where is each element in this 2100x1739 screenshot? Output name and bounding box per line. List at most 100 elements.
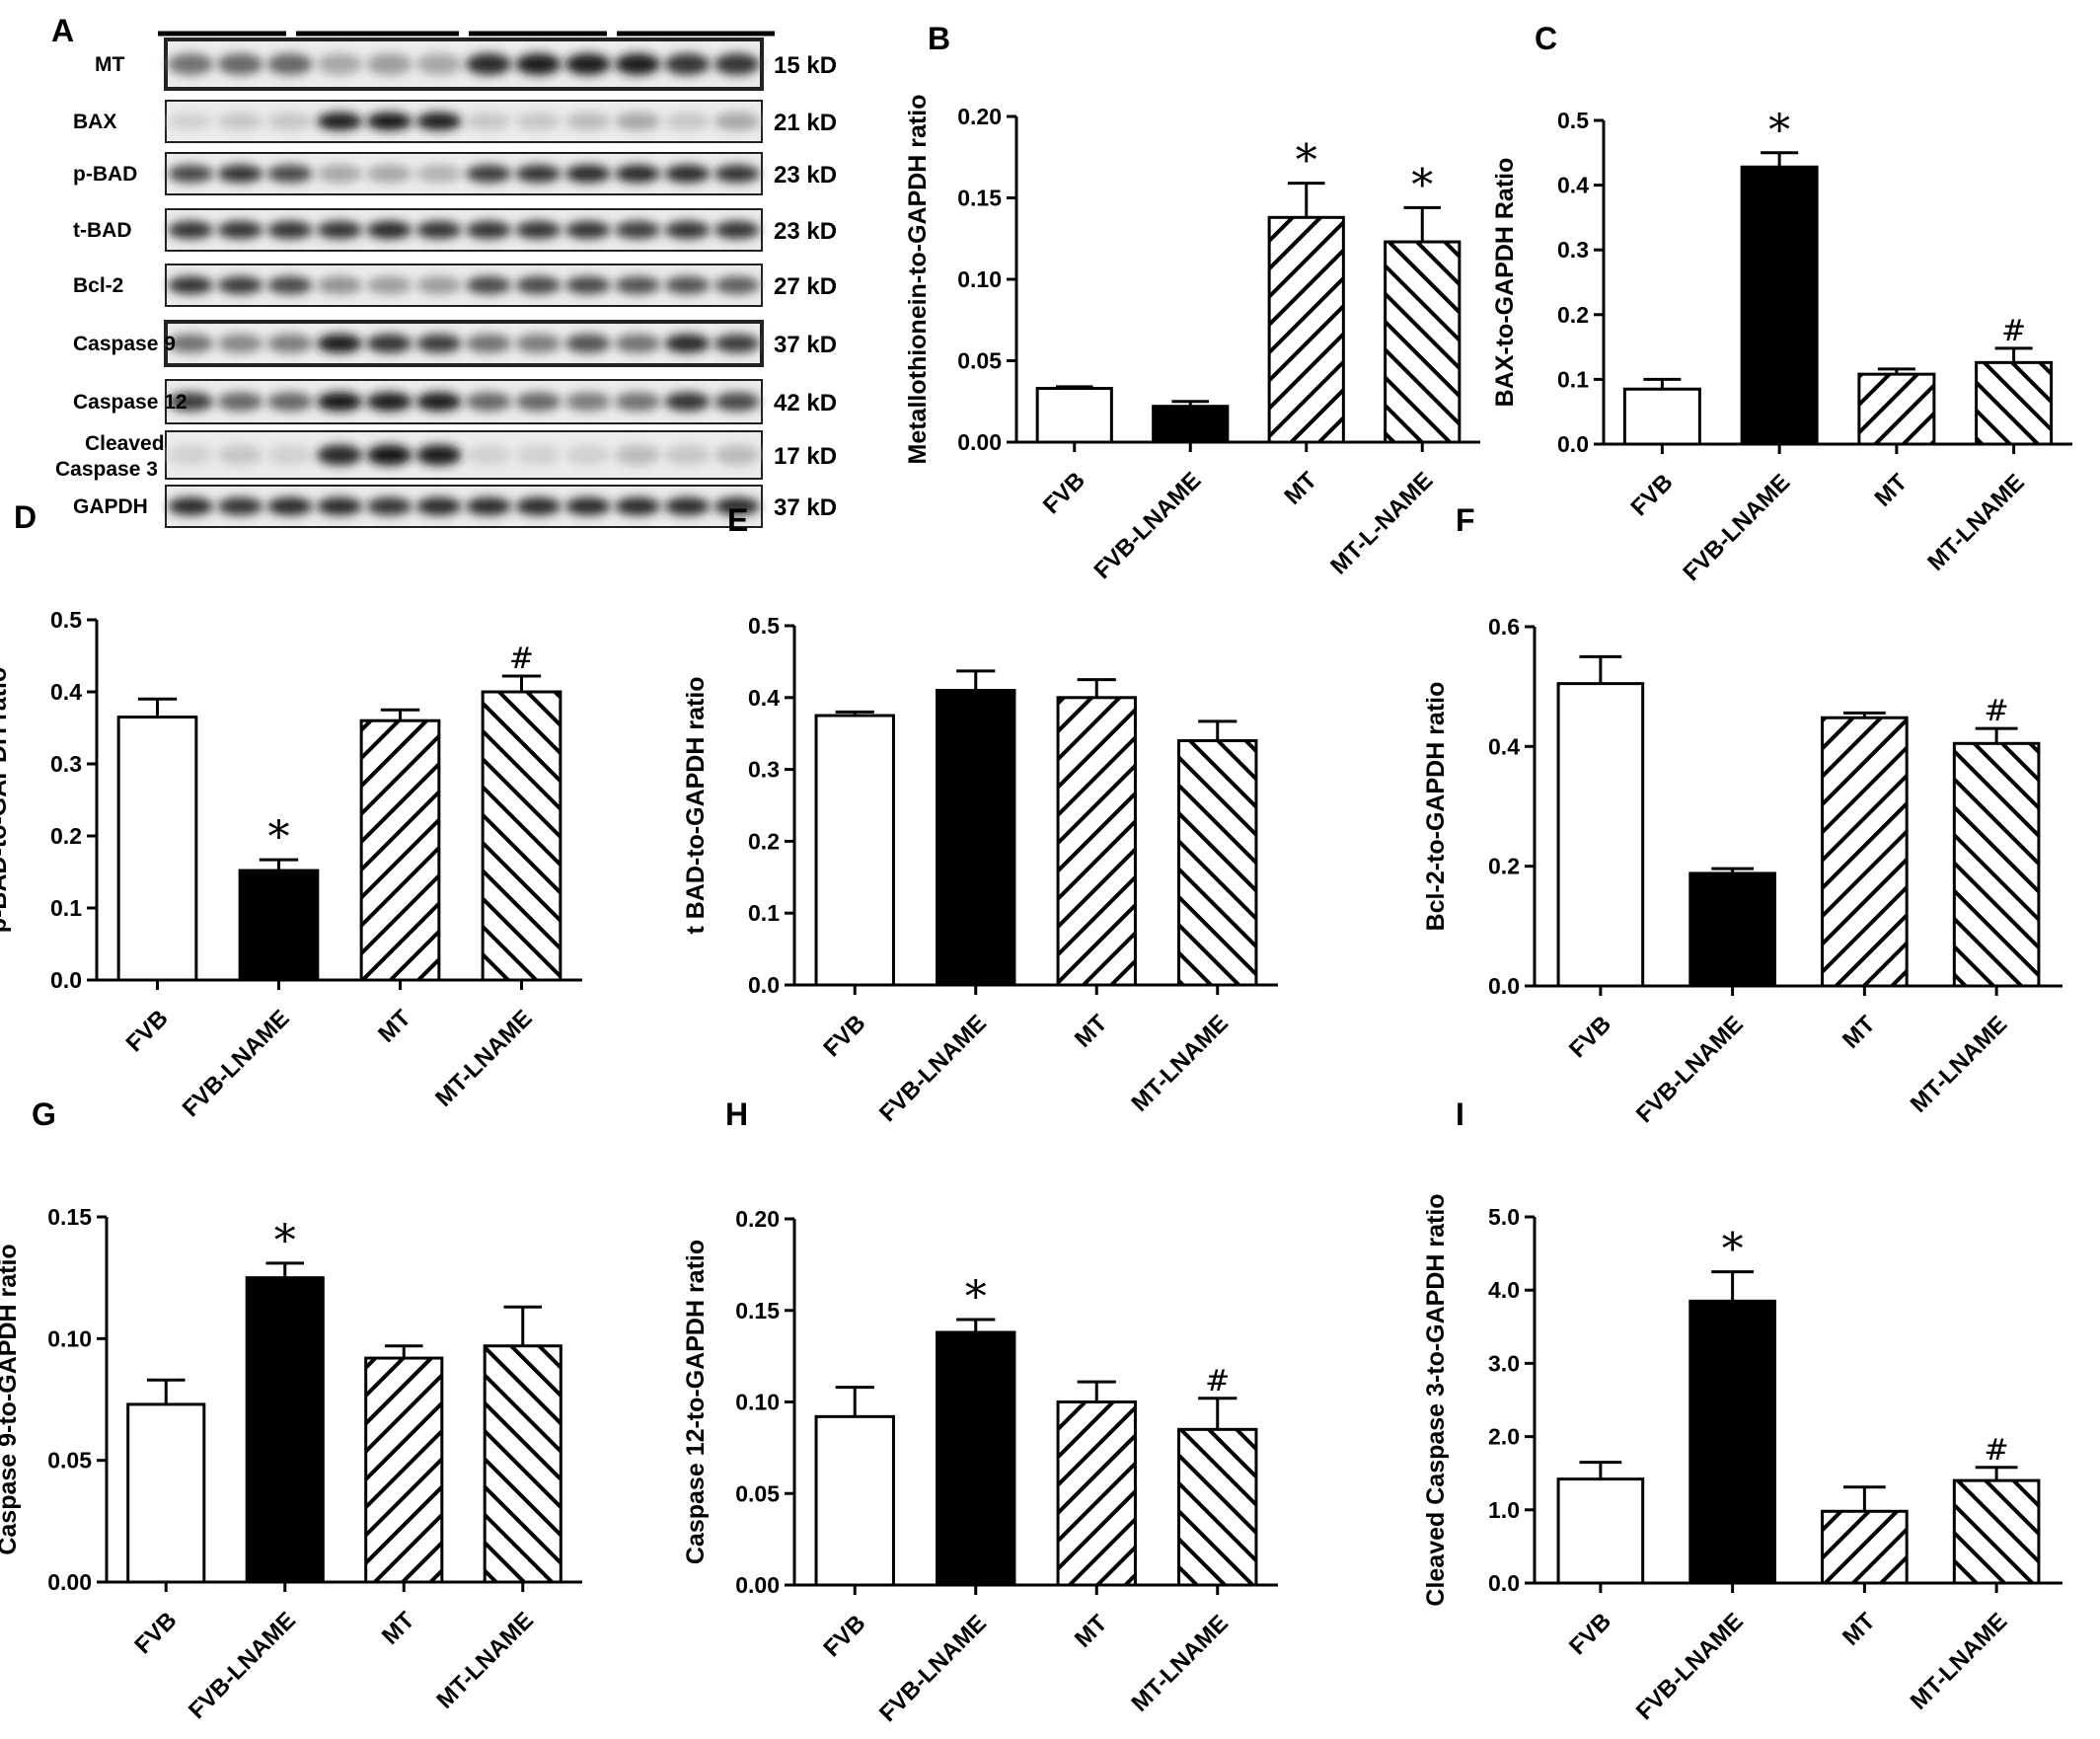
blot-band — [317, 334, 363, 353]
x-category-label: MT-LNAME — [1126, 1010, 1234, 1117]
blot-band — [664, 53, 711, 75]
y-tick-label: 0.0 — [748, 972, 780, 998]
blot-band — [217, 112, 263, 131]
blot-band — [366, 112, 412, 131]
y-tick-label: 0.5 — [50, 607, 82, 633]
x-category-label: FVB — [818, 1010, 870, 1062]
blot-strip — [165, 152, 763, 195]
significance-asterisk: * — [268, 812, 290, 863]
x-category-label: FVB — [129, 1607, 182, 1659]
blot-band — [415, 334, 462, 353]
panel-letter-f: F — [1456, 502, 1475, 538]
blot-row-t-bad: t-BAD 23 kD — [73, 208, 837, 252]
x-category-label: MT — [373, 1005, 416, 1048]
y-tick-label: 0.4 — [748, 685, 780, 711]
bar-mt — [1857, 372, 1936, 446]
y-axis-label: t BAD-to-GAPDH ratio — [682, 676, 710, 934]
y-tick-label: 0.2 — [1557, 302, 1589, 328]
blot-band — [366, 444, 412, 466]
blot-protein-label-cleaved-caspase-3: Cleaved Caspase 3 — [55, 432, 165, 481]
blot-band — [515, 392, 562, 412]
blot-strip — [165, 208, 763, 252]
blot-row-caspase-9: Caspase 9 37 kD — [73, 320, 837, 367]
blot-row-gapdh: GAPDH 37 kD — [73, 485, 837, 528]
x-category-label: FVB — [1564, 1011, 1616, 1063]
y-tick-label: 0.00 — [957, 429, 1002, 455]
blot-band — [515, 444, 562, 466]
x-category-label: FVB-LNAME — [1088, 467, 1206, 584]
y-tick-label: 4.0 — [1488, 1277, 1520, 1303]
y-axis-label: Caspase 9-to-GAPDH ratio — [0, 1244, 22, 1554]
panel-letter-g: G — [32, 1096, 56, 1132]
y-tick-label: 0.05 — [957, 348, 1002, 374]
blot-row-cleaved-caspase-3: Cleaved Caspase 3 17 kD — [55, 430, 837, 481]
y-tick-label: 0.1 — [50, 895, 82, 921]
blot-protein-label-caspase-12: Caspase 12 — [73, 391, 188, 414]
bar-mt — [1821, 716, 1909, 988]
chart-c: C BAX-to-GAPDH Ratio 0.0 0.1 0.2 0.3 0.4 0.5 FVB… — [1491, 21, 2072, 586]
x-category-label: FVB-LNAME — [178, 1005, 295, 1122]
bar-mt-lname — [1177, 1427, 1258, 1587]
chart-f: F Bcl-2-to-GAPDH ratio 0.0 0.2 0.4 0.6 FVB FVB-… — [1422, 502, 2062, 1128]
blot-band — [168, 112, 214, 131]
blot-band — [515, 112, 562, 131]
chart-i: I Cleaved Caspase 3-to-GAPDH ratio 0.0 1.0 2… — [1422, 1096, 2062, 1725]
blot-row-bcl-2: Bcl-2 27 kD — [73, 264, 837, 307]
blot-band — [317, 496, 363, 516]
x-category-label: FVB — [1564, 1608, 1616, 1660]
x-category-label: MT — [1838, 1011, 1881, 1054]
blot-band — [415, 275, 462, 295]
blot-band — [564, 53, 611, 75]
blot-band — [317, 53, 363, 75]
bar-fvb-lname — [238, 869, 320, 982]
y-tick-label: 0.15 — [47, 1204, 92, 1230]
blot-band — [564, 275, 611, 295]
y-tick-label: 0.0 — [1557, 431, 1589, 457]
blot-strip — [164, 320, 764, 367]
blot-band — [266, 275, 313, 295]
chart-h: H Caspase 12-to-GAPDH ratio 0.00 0.05 0.10 0.… — [682, 1096, 1278, 1727]
blot-band — [466, 496, 512, 516]
significance-asterisk: * — [1411, 160, 1433, 210]
blot-strip — [164, 38, 764, 91]
bar-mt-lname — [481, 690, 562, 982]
blot-band — [466, 444, 512, 466]
significance-asterisk: * — [274, 1216, 296, 1266]
bar-mt — [364, 1356, 444, 1584]
blot-band — [366, 496, 412, 516]
blot-band — [466, 112, 512, 131]
blot-protein-label-line: Caspase 3 — [55, 458, 158, 481]
panel-letter-e: E — [727, 502, 748, 538]
blot-band — [266, 444, 313, 466]
y-tick-label: 0.05 — [735, 1480, 780, 1506]
blot-band — [168, 496, 214, 516]
blot-band — [217, 334, 263, 353]
x-category-label: FVB-LNAME — [1631, 1011, 1749, 1128]
blot-band — [713, 334, 760, 353]
y-tick-label: 2.0 — [1488, 1424, 1520, 1450]
blot-band — [564, 112, 611, 131]
blot-band — [664, 444, 711, 466]
blot-band — [713, 275, 760, 295]
x-category-label: FVB-LNAME — [184, 1607, 301, 1724]
blot-band — [466, 220, 512, 240]
x-category-label: FVB — [1626, 469, 1679, 521]
blot-band — [515, 220, 562, 240]
y-tick-label: 3.0 — [1488, 1350, 1520, 1376]
significance-hash: # — [509, 642, 534, 676]
blot-size-label: 27 kD — [774, 273, 837, 300]
blot-band — [217, 444, 263, 466]
blot-size-label: 37 kD — [774, 494, 837, 521]
blot-band — [317, 275, 363, 295]
blot-band — [664, 164, 711, 184]
blot-band — [664, 334, 711, 353]
x-category-label: MT — [1870, 469, 1913, 512]
x-category-label: FVB-LNAME — [874, 1610, 992, 1727]
blot-band — [317, 112, 363, 131]
y-tick-label: 0.4 — [1557, 173, 1589, 198]
bar-fvb — [1556, 682, 1645, 988]
bar-fvb — [1035, 387, 1113, 444]
blot-band — [713, 164, 760, 184]
bar-fvb-lname — [1688, 871, 1776, 988]
